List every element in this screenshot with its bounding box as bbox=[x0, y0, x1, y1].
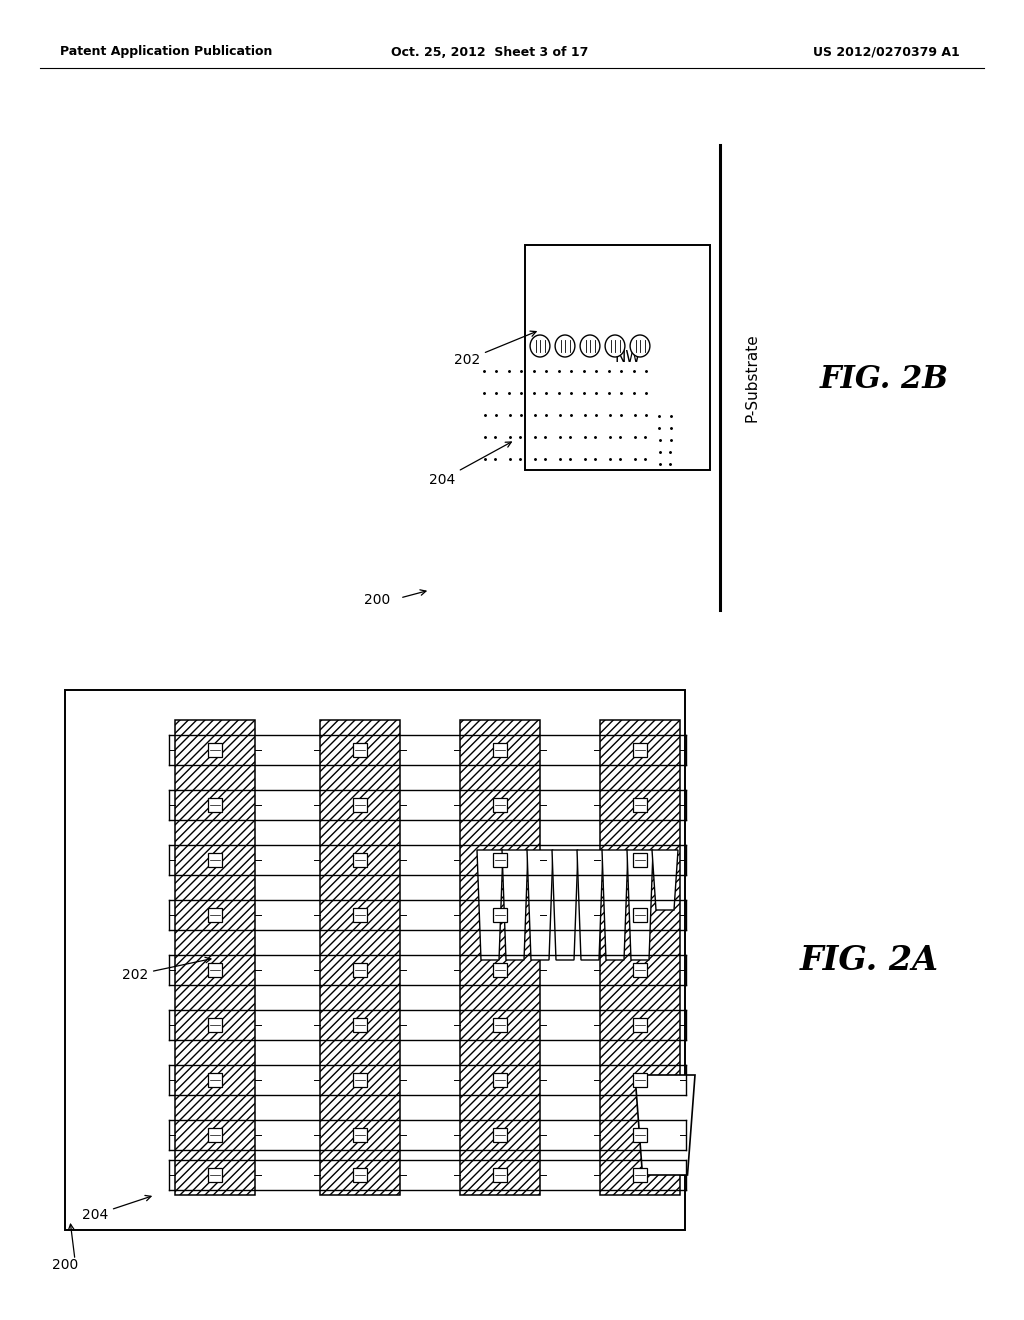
Bar bbox=[493, 1168, 507, 1181]
Bar bbox=[208, 964, 222, 977]
Ellipse shape bbox=[605, 335, 625, 356]
Ellipse shape bbox=[630, 335, 650, 356]
Bar bbox=[493, 799, 507, 812]
Bar bbox=[493, 1018, 507, 1032]
Text: 200: 200 bbox=[52, 1258, 78, 1272]
Text: FIG. 2B: FIG. 2B bbox=[820, 364, 949, 396]
Bar bbox=[208, 853, 222, 867]
Bar bbox=[319, 719, 400, 1195]
Bar bbox=[493, 853, 507, 867]
Bar bbox=[353, 1168, 367, 1181]
Bar bbox=[65, 690, 685, 1230]
Text: FIG. 2A: FIG. 2A bbox=[800, 944, 939, 977]
Bar bbox=[208, 1168, 222, 1181]
Bar bbox=[633, 799, 647, 812]
Polygon shape bbox=[577, 850, 603, 960]
Bar bbox=[208, 799, 222, 812]
Bar bbox=[633, 1018, 647, 1032]
Text: 202: 202 bbox=[454, 331, 537, 367]
Polygon shape bbox=[477, 850, 503, 960]
Text: 200: 200 bbox=[364, 593, 390, 607]
Bar bbox=[493, 743, 507, 756]
Bar bbox=[353, 1129, 367, 1142]
Polygon shape bbox=[502, 850, 528, 960]
Bar bbox=[633, 1168, 647, 1181]
Bar bbox=[493, 908, 507, 921]
Bar bbox=[633, 743, 647, 756]
Text: Oct. 25, 2012  Sheet 3 of 17: Oct. 25, 2012 Sheet 3 of 17 bbox=[391, 45, 589, 58]
Bar bbox=[353, 743, 367, 756]
Text: P-Substrate: P-Substrate bbox=[745, 333, 760, 422]
Text: 204: 204 bbox=[82, 1196, 151, 1222]
Polygon shape bbox=[552, 850, 578, 960]
Bar bbox=[493, 1073, 507, 1086]
Bar bbox=[460, 719, 540, 1195]
Polygon shape bbox=[652, 850, 678, 909]
Bar bbox=[353, 908, 367, 921]
Bar bbox=[208, 908, 222, 921]
Text: US 2012/0270379 A1: US 2012/0270379 A1 bbox=[813, 45, 961, 58]
Bar bbox=[208, 1129, 222, 1142]
Bar bbox=[353, 1018, 367, 1032]
Text: Patent Application Publication: Patent Application Publication bbox=[60, 45, 272, 58]
Bar bbox=[633, 1129, 647, 1142]
Bar bbox=[493, 964, 507, 977]
Ellipse shape bbox=[555, 335, 574, 356]
Ellipse shape bbox=[581, 335, 600, 356]
Text: NW: NW bbox=[614, 350, 641, 366]
Polygon shape bbox=[527, 850, 553, 960]
Bar bbox=[493, 1129, 507, 1142]
Bar bbox=[353, 964, 367, 977]
Bar bbox=[353, 1073, 367, 1086]
Bar bbox=[208, 1073, 222, 1086]
Bar bbox=[353, 799, 367, 812]
Text: 204: 204 bbox=[429, 442, 511, 487]
Polygon shape bbox=[602, 850, 628, 960]
Bar bbox=[175, 719, 255, 1195]
Bar bbox=[600, 719, 680, 1195]
Polygon shape bbox=[627, 850, 653, 960]
Ellipse shape bbox=[530, 335, 550, 356]
Bar bbox=[525, 246, 710, 470]
Polygon shape bbox=[635, 1074, 695, 1175]
Bar bbox=[633, 964, 647, 977]
Text: 202: 202 bbox=[122, 957, 211, 982]
Bar bbox=[633, 853, 647, 867]
Bar bbox=[633, 908, 647, 921]
Bar bbox=[633, 1073, 647, 1086]
Bar bbox=[353, 853, 367, 867]
Bar bbox=[208, 743, 222, 756]
Bar bbox=[208, 1018, 222, 1032]
